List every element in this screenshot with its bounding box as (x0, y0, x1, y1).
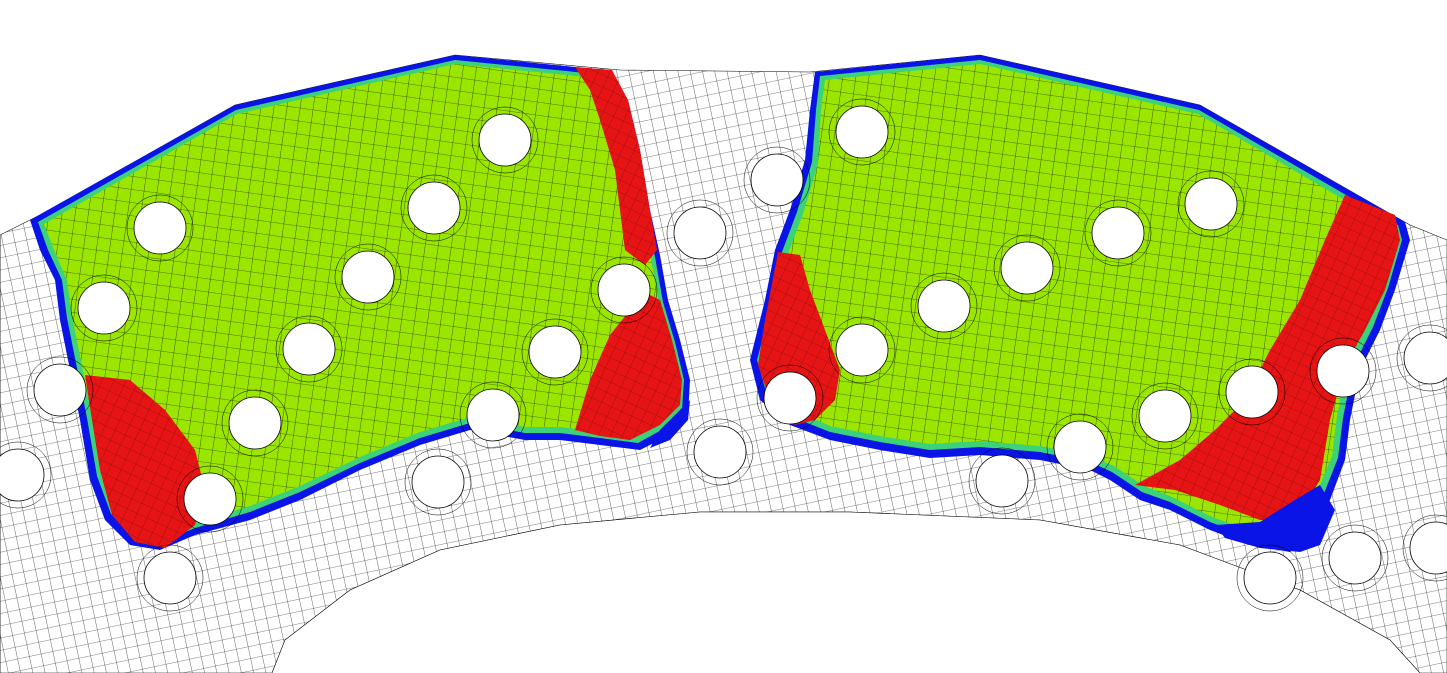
bolt-hole-ring (910, 272, 978, 340)
bolt-hole (750, 153, 804, 207)
bolt-hole (1316, 344, 1370, 398)
bolt-hole-ring (471, 106, 539, 174)
bolt-hole (133, 201, 187, 255)
bolt-hole-ring (1236, 544, 1304, 612)
bolt-hole-ring (0, 441, 52, 509)
bolt-hole-ring (993, 234, 1061, 302)
bolt-hole (975, 454, 1029, 508)
bolt-hole-ring (828, 316, 896, 384)
bolt-hole-ring (1218, 358, 1286, 426)
bolt-hole (341, 250, 395, 304)
bolt-hole (693, 425, 747, 479)
bolt-hole (1053, 420, 1107, 474)
bolt-hole-ring (136, 544, 204, 612)
bolt-hole-ring (828, 98, 896, 166)
bolt-hole-ring (26, 356, 94, 424)
bolt-hole (1000, 241, 1054, 295)
bolt-hole (1138, 389, 1192, 443)
bolt-hole-ring (126, 194, 194, 262)
bolt-hole (1403, 331, 1447, 385)
bolt-hole-ring (686, 418, 754, 486)
bolt-hole-ring (1402, 514, 1447, 582)
bolt-hole-ring (400, 174, 468, 242)
bolt-hole (1328, 531, 1382, 585)
bolt-hole-ring (1177, 170, 1245, 238)
bolt-hole (143, 551, 197, 605)
bolt-hole (835, 323, 889, 377)
bolt-hole (835, 105, 889, 159)
low-zone-right-bottom (1215, 485, 1335, 552)
bolt-hole-ring (404, 448, 472, 516)
bolt-hole (282, 322, 336, 376)
bolt-hole (763, 371, 817, 425)
bolt-holes (0, 98, 1447, 612)
bolt-hole (528, 325, 582, 379)
bolt-hole (33, 363, 87, 417)
bolt-hole-ring (743, 146, 811, 214)
bolt-hole-ring (334, 243, 402, 311)
bolt-hole (1243, 551, 1297, 605)
bolt-hole-ring (1309, 337, 1377, 405)
bolt-hole-ring (1321, 524, 1389, 592)
bolt-hole (183, 472, 237, 526)
bolt-hole (597, 263, 651, 317)
bolt-hole-ring (459, 381, 527, 449)
right-loaded-segment (650, 55, 1410, 552)
bolt-hole (77, 281, 131, 335)
bolt-hole-ring (1084, 199, 1152, 267)
bolt-hole-ring (176, 465, 244, 533)
bolt-hole (407, 181, 461, 235)
bolt-hole (1091, 206, 1145, 260)
bolt-hole (917, 279, 971, 333)
bolt-hole-ring (1131, 382, 1199, 450)
bolt-hole-ring (1396, 324, 1447, 392)
bolt-hole (1184, 177, 1238, 231)
bolt-hole-ring (756, 364, 824, 432)
bolt-hole-ring (590, 256, 658, 324)
bolt-hole (411, 455, 465, 509)
bolt-hole (1409, 521, 1447, 575)
bolt-hole (673, 206, 727, 260)
bolt-hole (466, 388, 520, 442)
bolt-hole-ring (1046, 413, 1114, 481)
bolt-hole-ring (666, 199, 734, 267)
bolt-hole-ring (521, 318, 589, 386)
bolt-hole-ring (275, 315, 343, 383)
bolt-hole-ring (968, 447, 1036, 515)
bolt-hole (1225, 365, 1279, 419)
bolt-hole-ring (221, 389, 289, 457)
bolt-hole-ring (70, 274, 138, 342)
left-loaded-segment (30, 55, 690, 550)
bolt-hole (228, 396, 282, 450)
bolt-hole (0, 448, 45, 502)
bolt-hole (478, 113, 532, 167)
